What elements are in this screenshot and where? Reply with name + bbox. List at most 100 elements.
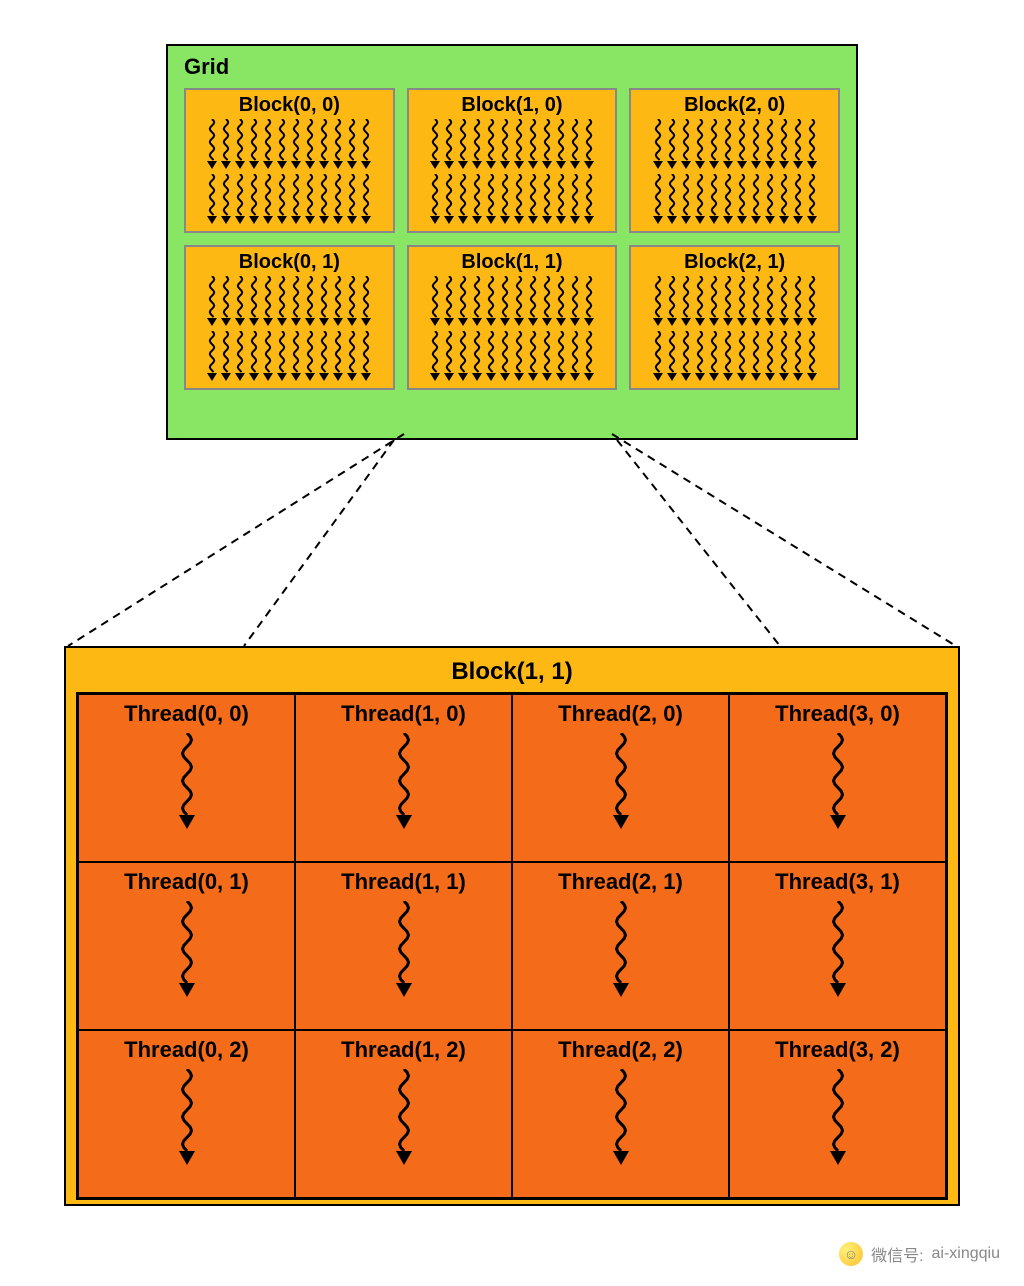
thread-squiggle-icon [219,174,233,229]
thread-cell: Thread(3, 1) [729,862,946,1030]
thread-squiggle-icon [275,119,289,174]
thread-label: Thread(1, 0) [341,701,466,727]
thread-cell: Thread(0, 1) [78,862,295,1030]
thread-squiggle-icon [735,119,749,174]
thread-squiggle-icon [679,119,693,174]
thread-arrow-icon [384,901,424,1002]
threads-grid: Thread(0, 0) Thread(1, 0) Thread(2, 0) Thre… [76,692,948,1200]
thread-squiggle-icon [261,276,275,331]
thread-cell: Thread(2, 0) [512,694,729,862]
thread-cell: Thread(0, 2) [78,1030,295,1198]
thread-squiggle-icon [442,174,456,229]
thread-squiggle-icon [345,276,359,331]
thread-squiggle-icon [665,119,679,174]
block-label: Block(2, 0) [684,94,785,117]
thread-squiggle-icon [526,331,540,386]
grid-title: Grid [168,46,856,88]
thread-squiggle-icon [540,276,554,331]
thread-squiggle-icon [484,119,498,174]
thread-squiggle-icon [679,174,693,229]
thread-squiggle-icon [331,119,345,174]
thread-squiggle-icon [303,119,317,174]
thread-squiggle-icon [526,276,540,331]
thread-squiggle-icon [303,174,317,229]
thread-squiggle-icon [651,276,665,331]
thread-squiggle-icon [735,174,749,229]
thread-squiggle-icon [261,331,275,386]
thread-arrow-icon [167,901,207,1002]
block: Block(2, 0) [629,88,840,233]
thread-squiggle-icon [777,331,791,386]
thread-squiggle-icon [707,331,721,386]
thread-squiggle-icon [777,276,791,331]
thread-arrow-icon [384,1069,424,1170]
block-thread-row [651,119,819,174]
thread-squiggle-icon [428,276,442,331]
thread-squiggle-icon [456,331,470,386]
thread-squiggle-icon [693,174,707,229]
thread-squiggle-icon [205,119,219,174]
thread-squiggle-icon [261,174,275,229]
block: Block(0, 1) [184,245,395,390]
thread-squiggle-icon [763,174,777,229]
thread-label: Thread(1, 1) [341,869,466,895]
thread-cell: Thread(1, 1) [295,862,512,1030]
block-label: Block(2, 1) [684,251,785,274]
thread-squiggle-icon [735,331,749,386]
thread-squiggle-icon [568,331,582,386]
thread-squiggle-icon [651,119,665,174]
thread-squiggle-icon [679,331,693,386]
thread-squiggle-icon [665,331,679,386]
block-thread-row [428,119,596,174]
thread-squiggle-icon [805,276,819,331]
thread-squiggle-icon [428,331,442,386]
thread-label: Thread(2, 0) [558,701,683,727]
block-label: Block(0, 0) [239,94,340,117]
thread-squiggle-icon [498,174,512,229]
thread-squiggle-icon [582,119,596,174]
thread-squiggle-icon [554,331,568,386]
thread-squiggle-icon [317,174,331,229]
thread-cell: Thread(3, 0) [729,694,946,862]
thread-squiggle-icon [247,174,261,229]
thread-squiggle-icon [331,276,345,331]
thread-squiggle-icon [721,331,735,386]
thread-arrow-icon [601,733,641,834]
thread-squiggle-icon [233,276,247,331]
thread-squiggle-icon [512,174,526,229]
block-label: Block(1, 0) [461,94,562,117]
thread-squiggle-icon [568,174,582,229]
thread-squiggle-icon [791,331,805,386]
thread-squiggle-icon [331,331,345,386]
thread-label: Thread(3, 0) [775,701,900,727]
thread-squiggle-icon [317,276,331,331]
thread-squiggle-icon [359,276,373,331]
thread-squiggle-icon [582,174,596,229]
blocks-container: Block(0, 0) Block(1, 0) Block(2, 0) Block(0… [168,88,856,406]
thread-squiggle-icon [289,174,303,229]
thread-label: Thread(3, 1) [775,869,900,895]
thread-squiggle-icon [707,276,721,331]
block-thread-row [651,276,819,331]
thread-squiggle-icon [763,119,777,174]
thread-squiggle-icon [275,174,289,229]
block-thread-row [428,174,596,229]
thread-arrow-icon [818,901,858,1002]
block-label: Block(1, 1) [461,251,562,274]
thread-squiggle-icon [721,174,735,229]
thread-squiggle-icon [679,276,693,331]
thread-label: Thread(1, 2) [341,1037,466,1063]
thread-squiggle-icon [484,331,498,386]
block-thread-row [205,276,373,331]
thread-squiggle-icon [805,119,819,174]
thread-cell: Thread(1, 0) [295,694,512,862]
thread-squiggle-icon [219,331,233,386]
thread-squiggle-icon [498,331,512,386]
block-thread-row [205,174,373,229]
thread-arrow-icon [818,1069,858,1170]
thread-squiggle-icon [470,174,484,229]
thread-squiggle-icon [651,331,665,386]
thread-squiggle-icon [359,119,373,174]
thread-cell: Thread(0, 0) [78,694,295,862]
thread-squiggle-icon [540,119,554,174]
